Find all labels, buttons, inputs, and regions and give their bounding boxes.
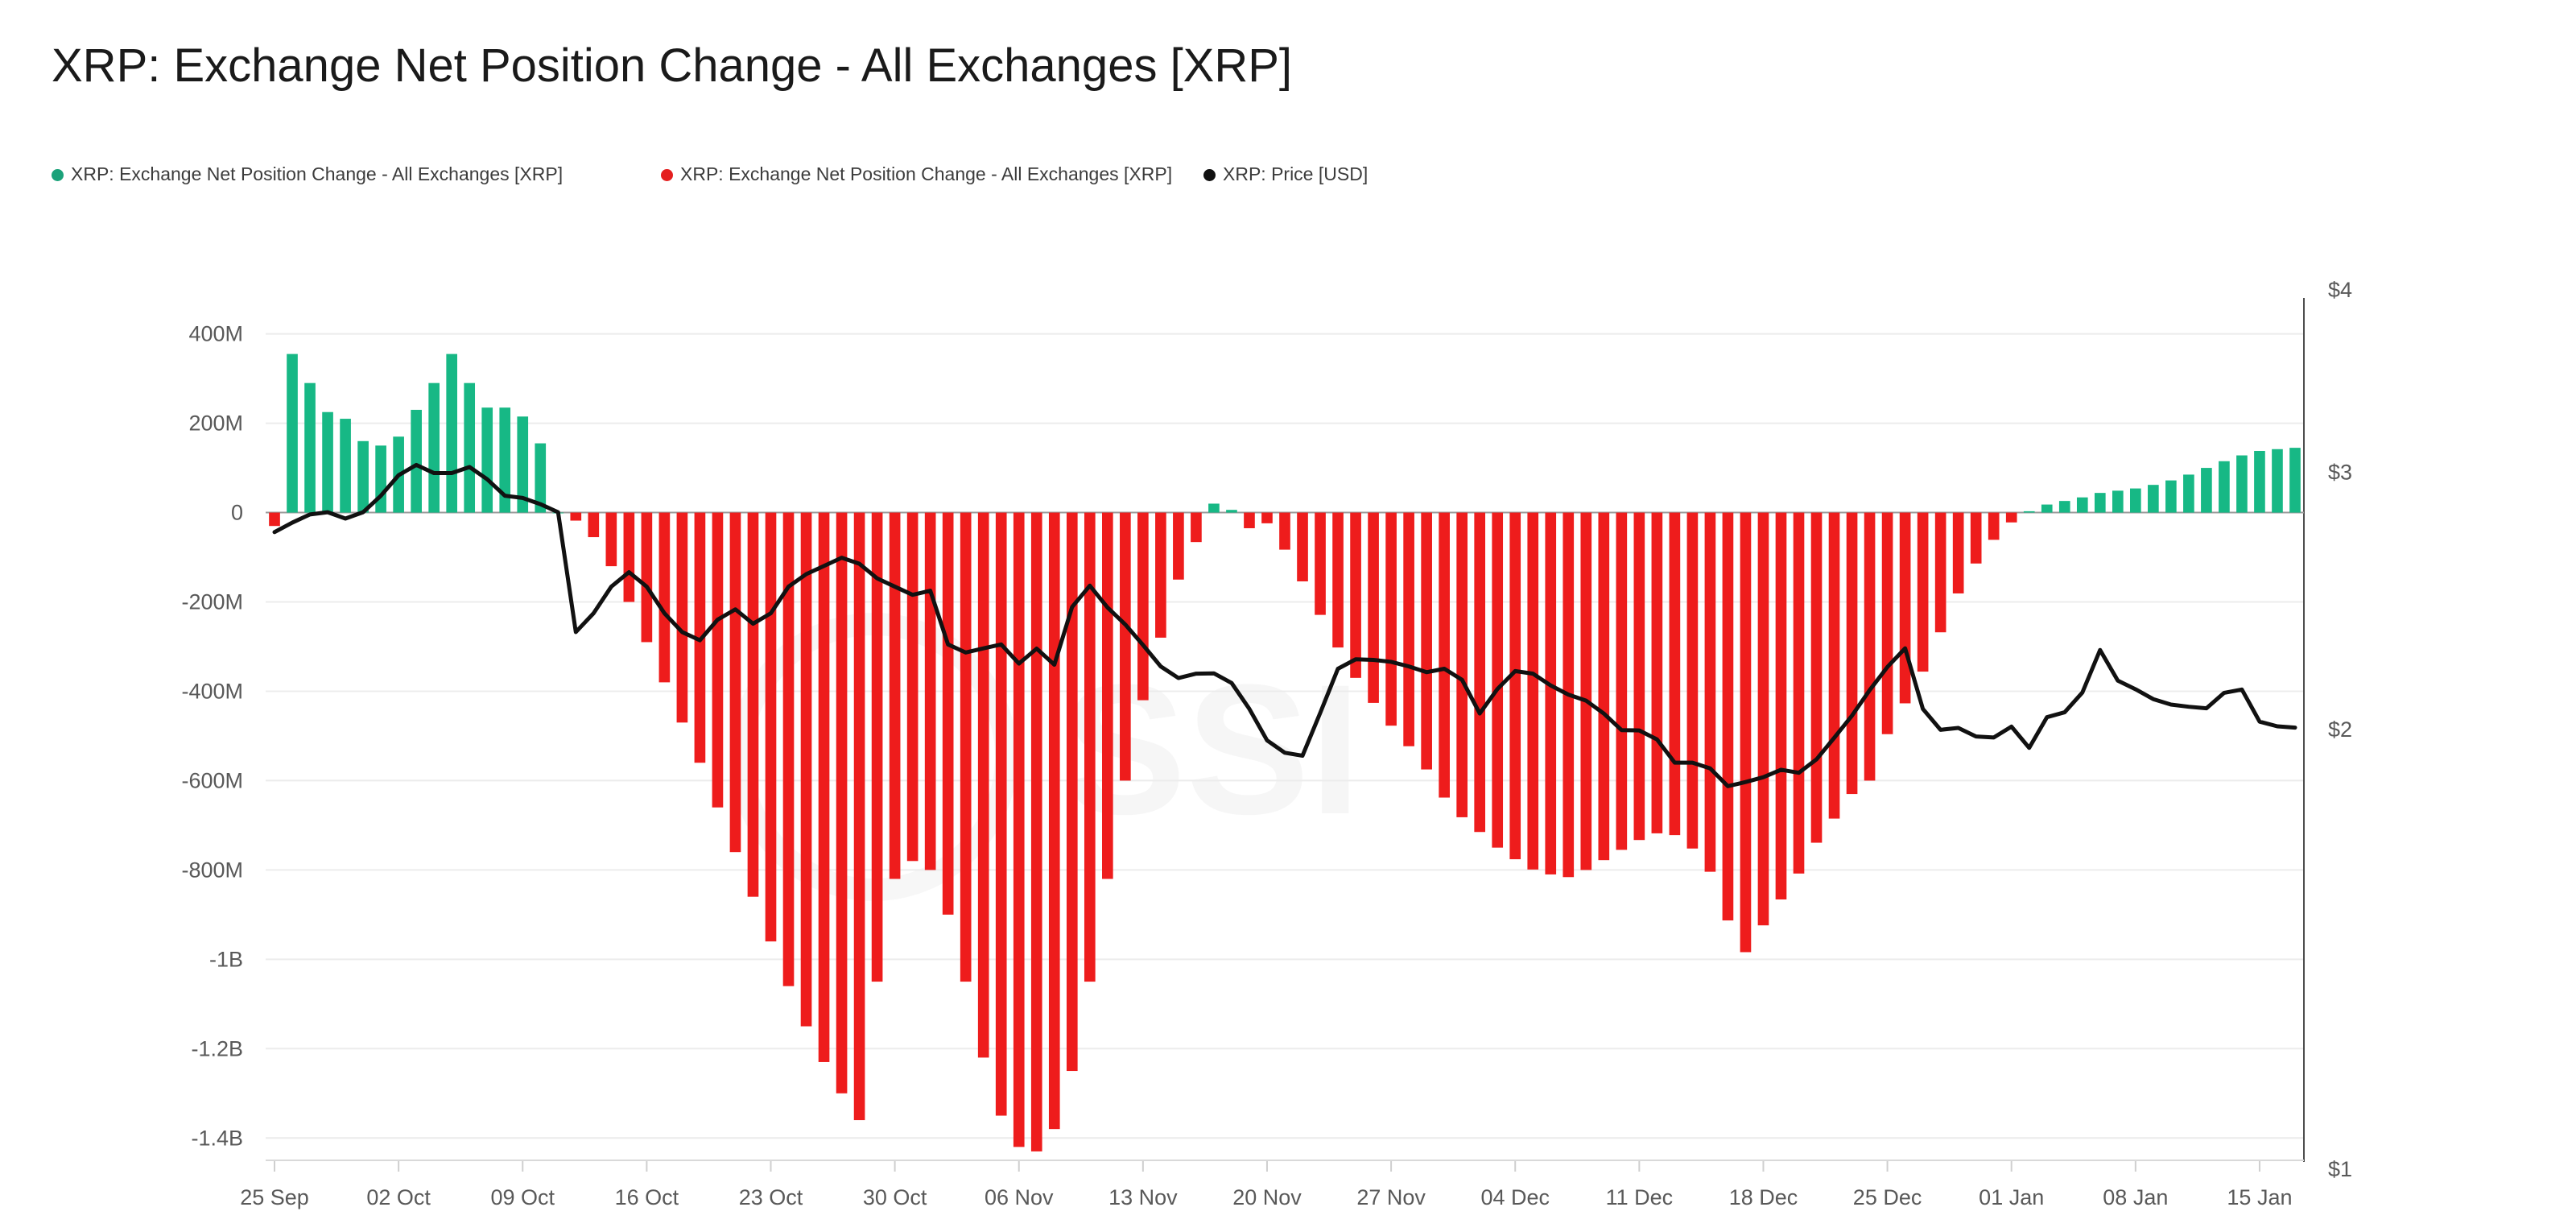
svg-text:$1: $1 [2328, 1157, 2352, 1181]
svg-text:15 Jan: 15 Jan [2227, 1185, 2292, 1209]
svg-text:-1.2B: -1.2B [191, 1036, 243, 1060]
svg-text:09 Oct: 09 Oct [490, 1185, 555, 1209]
svg-text:-800M: -800M [181, 858, 243, 882]
svg-text:20 Nov: 20 Nov [1232, 1185, 1302, 1209]
svg-text:-1.4B: -1.4B [191, 1126, 243, 1150]
svg-text:04 Dec: 04 Dec [1480, 1185, 1550, 1209]
svg-text:-200M: -200M [181, 590, 243, 614]
svg-text:08 Jan: 08 Jan [2103, 1185, 2168, 1209]
svg-text:25 Dec: 25 Dec [1853, 1185, 1922, 1209]
svg-text:23 Oct: 23 Oct [739, 1185, 803, 1209]
svg-text:0: 0 [231, 501, 243, 525]
svg-text:$4: $4 [2328, 278, 2352, 302]
svg-text:-1B: -1B [209, 947, 243, 971]
svg-text:25 Sep: 25 Sep [240, 1185, 309, 1209]
svg-text:06 Nov: 06 Nov [985, 1185, 1054, 1209]
svg-text:27 Nov: 27 Nov [1356, 1185, 1426, 1209]
svg-text:16 Oct: 16 Oct [615, 1185, 679, 1209]
svg-text:-400M: -400M [181, 679, 243, 703]
svg-text:13 Nov: 13 Nov [1108, 1185, 1178, 1209]
svg-text:-600M: -600M [181, 768, 243, 792]
svg-text:01 Jan: 01 Jan [1979, 1185, 2044, 1209]
svg-text:30 Oct: 30 Oct [863, 1185, 927, 1209]
svg-text:18 Dec: 18 Dec [1729, 1185, 1798, 1209]
svg-text:11 Dec: 11 Dec [1606, 1185, 1674, 1209]
svg-text:400M: 400M [188, 322, 243, 346]
svg-text:02 Oct: 02 Oct [366, 1185, 431, 1209]
svg-text:$2: $2 [2328, 717, 2352, 742]
svg-text:$3: $3 [2328, 461, 2352, 485]
svg-text:200M: 200M [188, 411, 243, 436]
